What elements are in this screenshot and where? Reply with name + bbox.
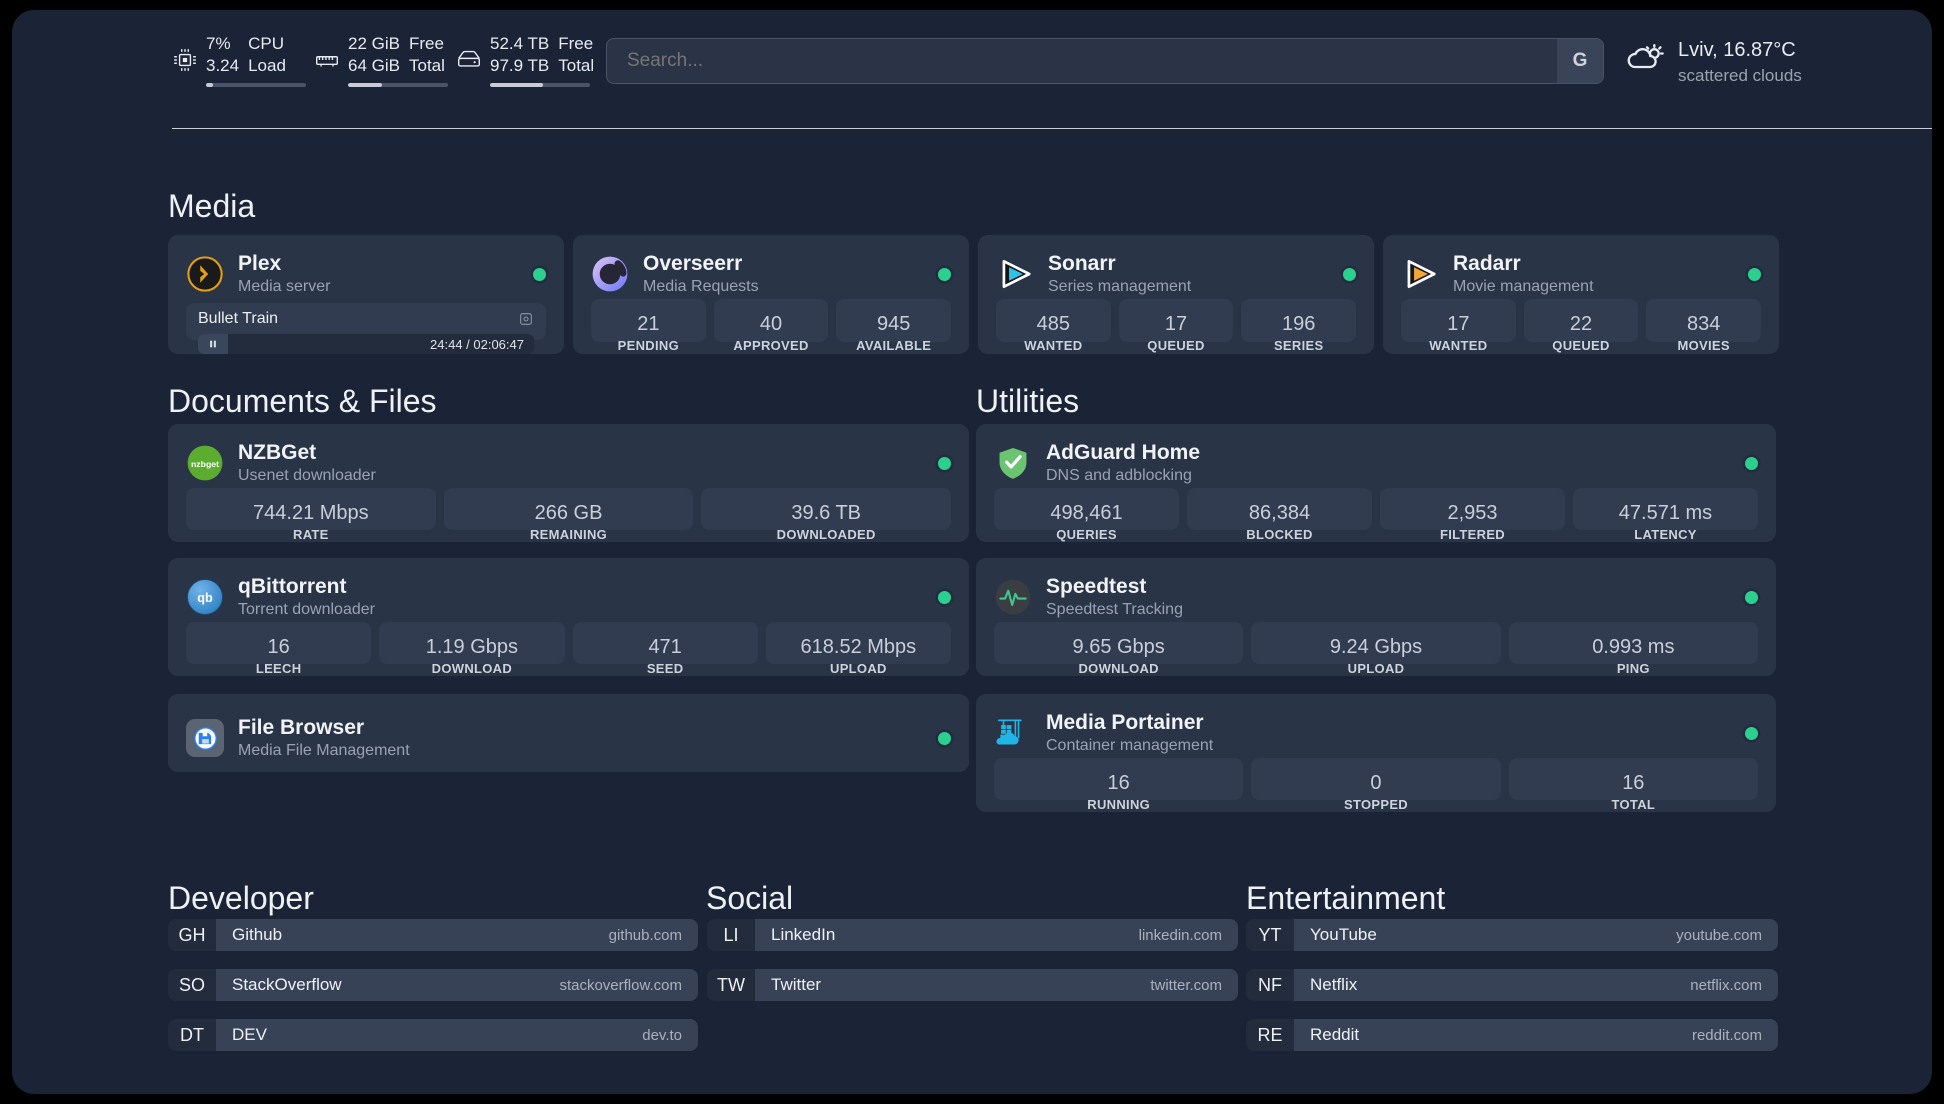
svg-text:qb: qb [197,591,213,605]
svg-text:nzbget: nzbget [191,459,219,469]
